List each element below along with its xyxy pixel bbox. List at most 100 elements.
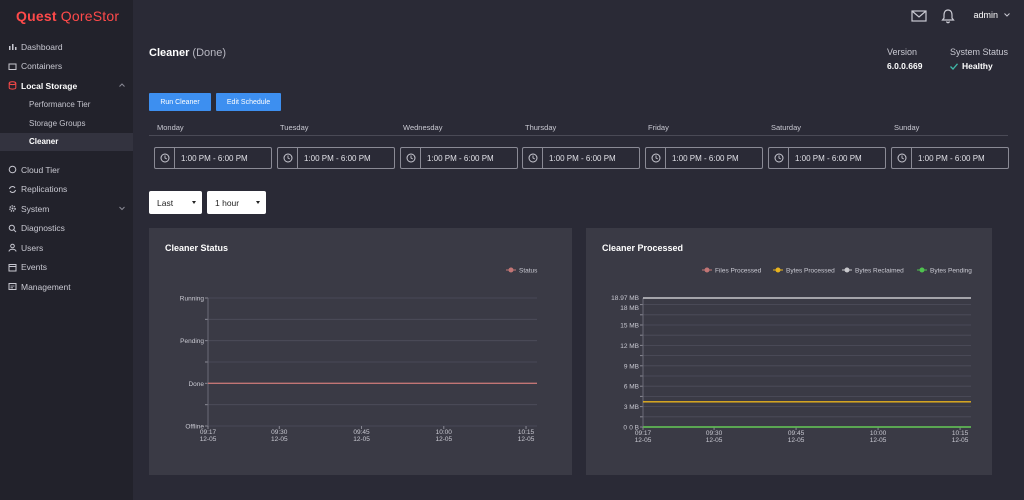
sidebar-item-local-storage[interactable]: Local Storage: [0, 76, 133, 96]
mail-icon[interactable]: [911, 9, 927, 23]
period-select[interactable]: 1 hour: [207, 191, 266, 214]
folder-icon: [7, 61, 17, 71]
schedule-time-wednesday[interactable]: 1:00 PM - 6:00 PM: [400, 147, 518, 169]
nav-menu: Dashboard Containers Local Storage Performa…: [0, 37, 133, 297]
sidebar-item-label: Local Storage: [21, 80, 78, 91]
sidebar-item-label: Users: [21, 242, 44, 253]
sidebar-item-label: Replications: [21, 184, 68, 195]
sidebar-item-users[interactable]: Users: [0, 238, 133, 258]
x-tick-date: 12-05: [353, 436, 370, 443]
sidebar-item-label: Events: [21, 262, 47, 273]
cleaner-status-title: Cleaner Status: [165, 243, 229, 253]
legend-swatch-dot: [919, 267, 925, 273]
x-tick-date: 12-05: [870, 437, 887, 444]
schedule-time-tuesday[interactable]: 1:00 PM - 6:00 PM: [277, 147, 395, 169]
chevron-down-icon: [119, 206, 125, 211]
legend-label: Bytes Pending: [930, 267, 972, 274]
sidebar-item-management[interactable]: Management: [0, 277, 133, 297]
schedule-time-text: 1:00 PM - 6:00 PM: [181, 153, 248, 163]
brand-logo[interactable]: Quest QoreStor: [16, 8, 119, 24]
x-tick-label: 10:15: [518, 429, 535, 436]
period-select-value: 1 hour: [215, 197, 240, 208]
schedule-time-text: 1:00 PM - 6:00 PM: [427, 153, 494, 163]
legend-swatch-dot: [704, 267, 710, 273]
y-tick-label: 15 MB: [620, 322, 639, 329]
cloud-icon: [7, 165, 17, 175]
sidebar-item-label: System: [21, 203, 50, 214]
x-tick-date: 12-05: [435, 436, 452, 443]
x-tick-date: 12-05: [952, 437, 969, 444]
y-tick-label: 9 MB: [624, 363, 639, 370]
sidebar: Quest QoreStor Dashboard Containers Local …: [0, 0, 133, 500]
system-status-label: System Status: [950, 47, 1009, 57]
version-label: Version: [887, 47, 918, 57]
x-tick-date: 12-05: [706, 437, 723, 444]
clock-icon: [523, 148, 543, 168]
schedule-time-sunday[interactable]: 1:00 PM - 6:00 PM: [891, 147, 1009, 169]
schedule-time-thursday[interactable]: 1:00 PM - 6:00 PM: [522, 147, 640, 169]
schedule-time-monday[interactable]: 1:00 PM - 6:00 PM: [154, 147, 272, 169]
cleaner-status-text: (Done): [192, 47, 227, 59]
x-tick-label: 10:15: [952, 430, 969, 437]
sidebar-item-events[interactable]: Events: [0, 258, 133, 278]
calendar-icon: [7, 262, 17, 272]
run-cleaner-button[interactable]: Run Cleaner: [149, 93, 211, 111]
sidebar-item-cloud-tier[interactable]: Cloud Tier: [0, 160, 133, 180]
x-tick-label: 09:30: [271, 429, 288, 436]
cleaner-status-chart: OfflineDonePendingRunning09:1712-0509:30…: [180, 267, 538, 443]
schedule-time-text: 1:00 PM - 6:00 PM: [672, 153, 739, 163]
legend-label: Bytes Reclaimed: [855, 267, 904, 274]
gear-icon: [7, 204, 17, 214]
y-tick-label: Offline: [185, 424, 204, 431]
brand-product: QoreStor: [60, 8, 120, 24]
day-label-monday: Monday: [157, 123, 184, 132]
sidebar-subitem-cleaner[interactable]: Cleaner: [0, 132, 133, 151]
x-tick-label: 09:45: [788, 430, 805, 437]
x-tick-label: 10:00: [436, 429, 453, 436]
range-select-value: Last: [157, 197, 174, 208]
sidebar-subitem-performance-tier[interactable]: Performance Tier: [29, 100, 91, 110]
x-tick-label: 09:45: [353, 429, 370, 436]
x-tick-label: 10:00: [870, 430, 887, 437]
y-tick-label: 18.97 MB: [611, 295, 639, 302]
x-tick-label: 09:17: [200, 429, 217, 436]
user-menu[interactable]: admin: [973, 10, 1010, 20]
bar-chart-icon: [7, 42, 17, 52]
y-tick-label: 6 MB: [624, 384, 639, 391]
sidebar-item-replications[interactable]: Replications: [0, 180, 133, 200]
sidebar-item-dashboard[interactable]: Dashboard: [0, 37, 133, 57]
range-select[interactable]: Last: [149, 191, 202, 214]
schedule-time-text: 1:00 PM - 6:00 PM: [795, 153, 862, 163]
sidebar-item-containers[interactable]: Containers: [0, 57, 133, 77]
user-name: admin: [973, 10, 998, 20]
magnifier-icon: [7, 223, 17, 233]
cleaner-processed-title: Cleaner Processed: [602, 243, 684, 253]
bell-icon[interactable]: [940, 9, 956, 24]
sidebar-item-label: Dashboard: [21, 41, 63, 52]
day-label-wednesday: Wednesday: [403, 123, 443, 132]
y-tick-label: Running: [180, 296, 205, 303]
legend-label: Bytes Processed: [786, 267, 835, 274]
schedule-time-text: 1:00 PM - 6:00 PM: [918, 153, 985, 163]
check-icon: [950, 62, 958, 70]
database-icon: [7, 81, 17, 91]
schedule-time-friday[interactable]: 1:00 PM - 6:00 PM: [645, 147, 763, 169]
sidebar-item-system[interactable]: System: [0, 199, 133, 219]
y-tick-label: Done: [188, 381, 204, 388]
x-tick-date: 12-05: [788, 437, 805, 444]
schedule-time-saturday[interactable]: 1:00 PM - 6:00 PM: [768, 147, 886, 169]
legend-label: Status: [519, 267, 538, 274]
x-tick-date: 12-05: [518, 436, 535, 443]
management-icon: [7, 282, 17, 292]
clock-icon: [769, 148, 789, 168]
day-label-saturday: Saturday: [771, 123, 802, 132]
day-label-friday: Friday: [648, 123, 669, 132]
legend-swatch-dot: [775, 267, 781, 273]
edit-schedule-button[interactable]: Edit Schedule: [216, 93, 281, 111]
chevron-down-icon: [1004, 13, 1010, 17]
caret-down-icon: [192, 201, 196, 204]
sidebar-subitem-storage-groups[interactable]: Storage Groups: [29, 118, 86, 128]
sidebar-item-diagnostics[interactable]: Diagnostics: [0, 219, 133, 239]
